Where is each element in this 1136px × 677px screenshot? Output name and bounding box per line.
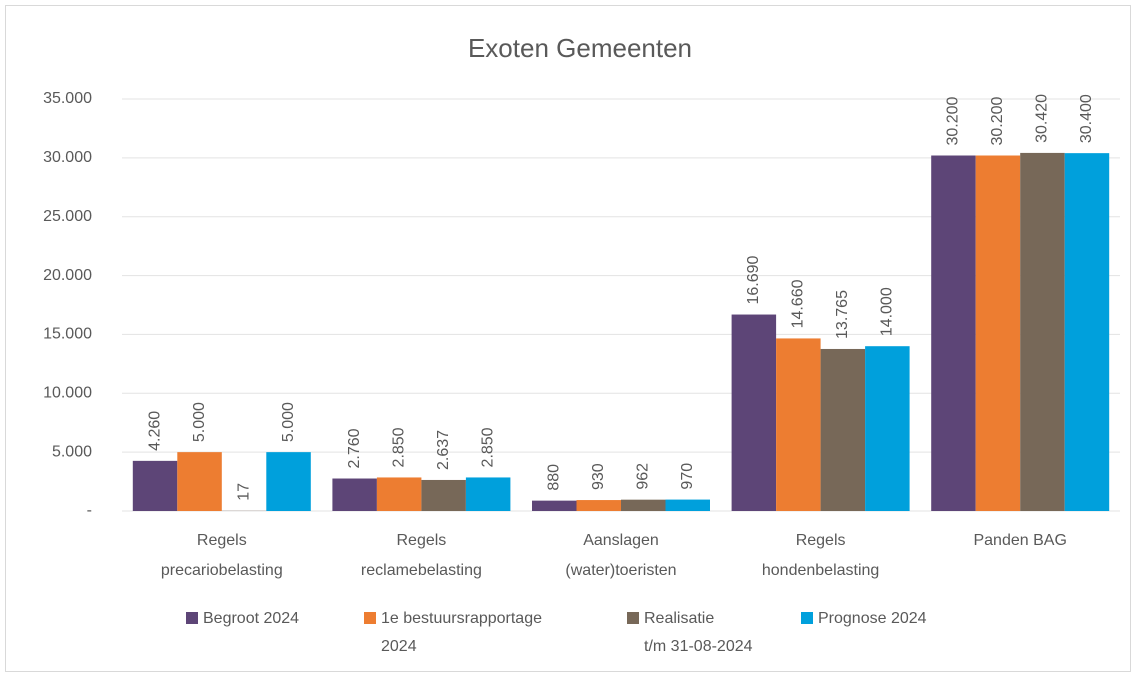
y-tick-label: 15.000 bbox=[43, 326, 92, 343]
value-label: 930 bbox=[590, 463, 607, 490]
value-label: 30.420 bbox=[1034, 94, 1051, 143]
bar bbox=[1020, 152, 1065, 511]
value-label: 17 bbox=[235, 483, 252, 501]
bar bbox=[177, 452, 222, 511]
y-tick-label: 25.000 bbox=[43, 208, 92, 225]
bar bbox=[621, 499, 666, 511]
value-label: 14.000 bbox=[879, 287, 896, 336]
bar bbox=[975, 155, 1021, 511]
bar bbox=[931, 155, 976, 511]
bar bbox=[376, 477, 422, 511]
legend-swatch bbox=[627, 612, 639, 624]
value-label: 5.000 bbox=[191, 402, 208, 442]
value-label: 16.690 bbox=[745, 255, 762, 304]
bar bbox=[266, 452, 311, 511]
legend-label: Prognose 2024 bbox=[818, 610, 927, 627]
x-tick-label: Aanslagen (water)toeristen bbox=[565, 532, 676, 579]
y-tick-label: 20.000 bbox=[43, 267, 92, 284]
value-label: 5.000 bbox=[280, 402, 297, 442]
legend-swatch bbox=[186, 612, 198, 624]
bar bbox=[1064, 153, 1110, 512]
y-tick-label: 10.000 bbox=[43, 385, 92, 402]
y-tick-label: 35.000 bbox=[43, 90, 92, 107]
legend-label: 1e bestuursrapportage 2024 bbox=[381, 610, 542, 655]
bar bbox=[576, 500, 621, 511]
bar bbox=[865, 346, 910, 511]
y-tick-label: 5.000 bbox=[52, 443, 92, 460]
value-label: 2.850 bbox=[390, 427, 407, 467]
legend-swatch bbox=[364, 612, 376, 624]
y-tick-label: 30.000 bbox=[43, 149, 92, 166]
bar bbox=[820, 348, 866, 511]
legend-label: Realisatie t/m 31-08-2024 bbox=[644, 610, 753, 655]
value-label: 880 bbox=[545, 464, 562, 491]
value-label: 14.660 bbox=[790, 279, 807, 328]
legend-swatch bbox=[801, 612, 813, 624]
value-label: 30.200 bbox=[945, 96, 962, 145]
value-label: 30.200 bbox=[989, 96, 1006, 145]
chart-title: Exoten Gemeenten bbox=[468, 33, 692, 63]
bar bbox=[731, 314, 777, 511]
value-label: 2.637 bbox=[435, 430, 452, 470]
bar bbox=[776, 338, 821, 511]
bar bbox=[665, 499, 710, 511]
x-tick-label: Regels precariobelasting bbox=[161, 532, 283, 579]
x-tick-label: Panden BAG bbox=[973, 532, 1066, 549]
y-tick-label: - bbox=[87, 502, 92, 519]
value-label: 2.760 bbox=[346, 428, 363, 468]
value-label: 970 bbox=[679, 463, 696, 490]
bar bbox=[132, 460, 178, 511]
bar bbox=[465, 477, 511, 511]
value-label: 4.260 bbox=[146, 411, 163, 451]
legend-label: Begroot 2024 bbox=[203, 610, 299, 627]
value-label: 2.850 bbox=[479, 427, 496, 467]
bar bbox=[332, 478, 377, 511]
bar bbox=[532, 500, 577, 511]
x-tick-label: Regels hondenbelasting bbox=[762, 532, 879, 579]
value-label: 962 bbox=[634, 463, 651, 490]
value-label: 13.765 bbox=[834, 290, 851, 339]
value-label: 30.400 bbox=[1078, 94, 1095, 143]
bar bbox=[421, 479, 466, 511]
x-tick-label: Regels reclamebelasting bbox=[361, 532, 482, 579]
